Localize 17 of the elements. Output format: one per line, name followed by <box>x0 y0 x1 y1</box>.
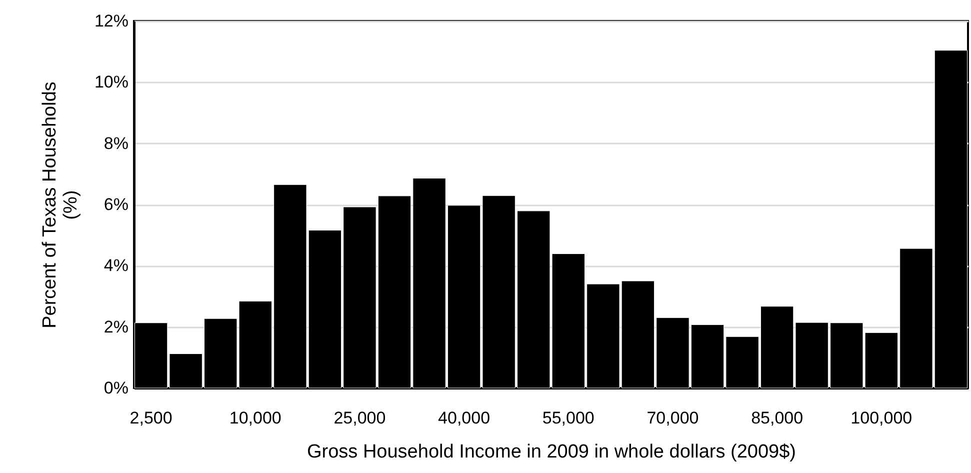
x-tick-label: 100,000 <box>850 408 912 428</box>
x-tick-label: 2,500 <box>130 408 172 428</box>
x-tick-label: 10,000 <box>229 408 282 428</box>
x-tick-label: 85,000 <box>751 408 804 428</box>
x-tick-label: 40,000 <box>438 408 490 428</box>
y-tick-label: 0% <box>104 378 128 398</box>
x-tick-label: 25,000 <box>334 408 386 428</box>
y-tick-label: 2% <box>104 317 128 336</box>
y-tick-label: 6% <box>104 195 128 214</box>
y-axis-title: Percent of Texas Households (%) <box>39 82 82 328</box>
y-tick-label: 4% <box>104 256 128 276</box>
x-tick-label: 55,000 <box>542 408 594 428</box>
x-tick-label: 70,000 <box>646 408 699 428</box>
y-tick-label: 12% <box>94 12 128 30</box>
y-tick-label: 8% <box>104 134 128 153</box>
y-tick-label: 10% <box>94 72 128 92</box>
x-axis-title: Gross Household Income in 2009 in whole dollars (2009$) <box>307 442 796 462</box>
